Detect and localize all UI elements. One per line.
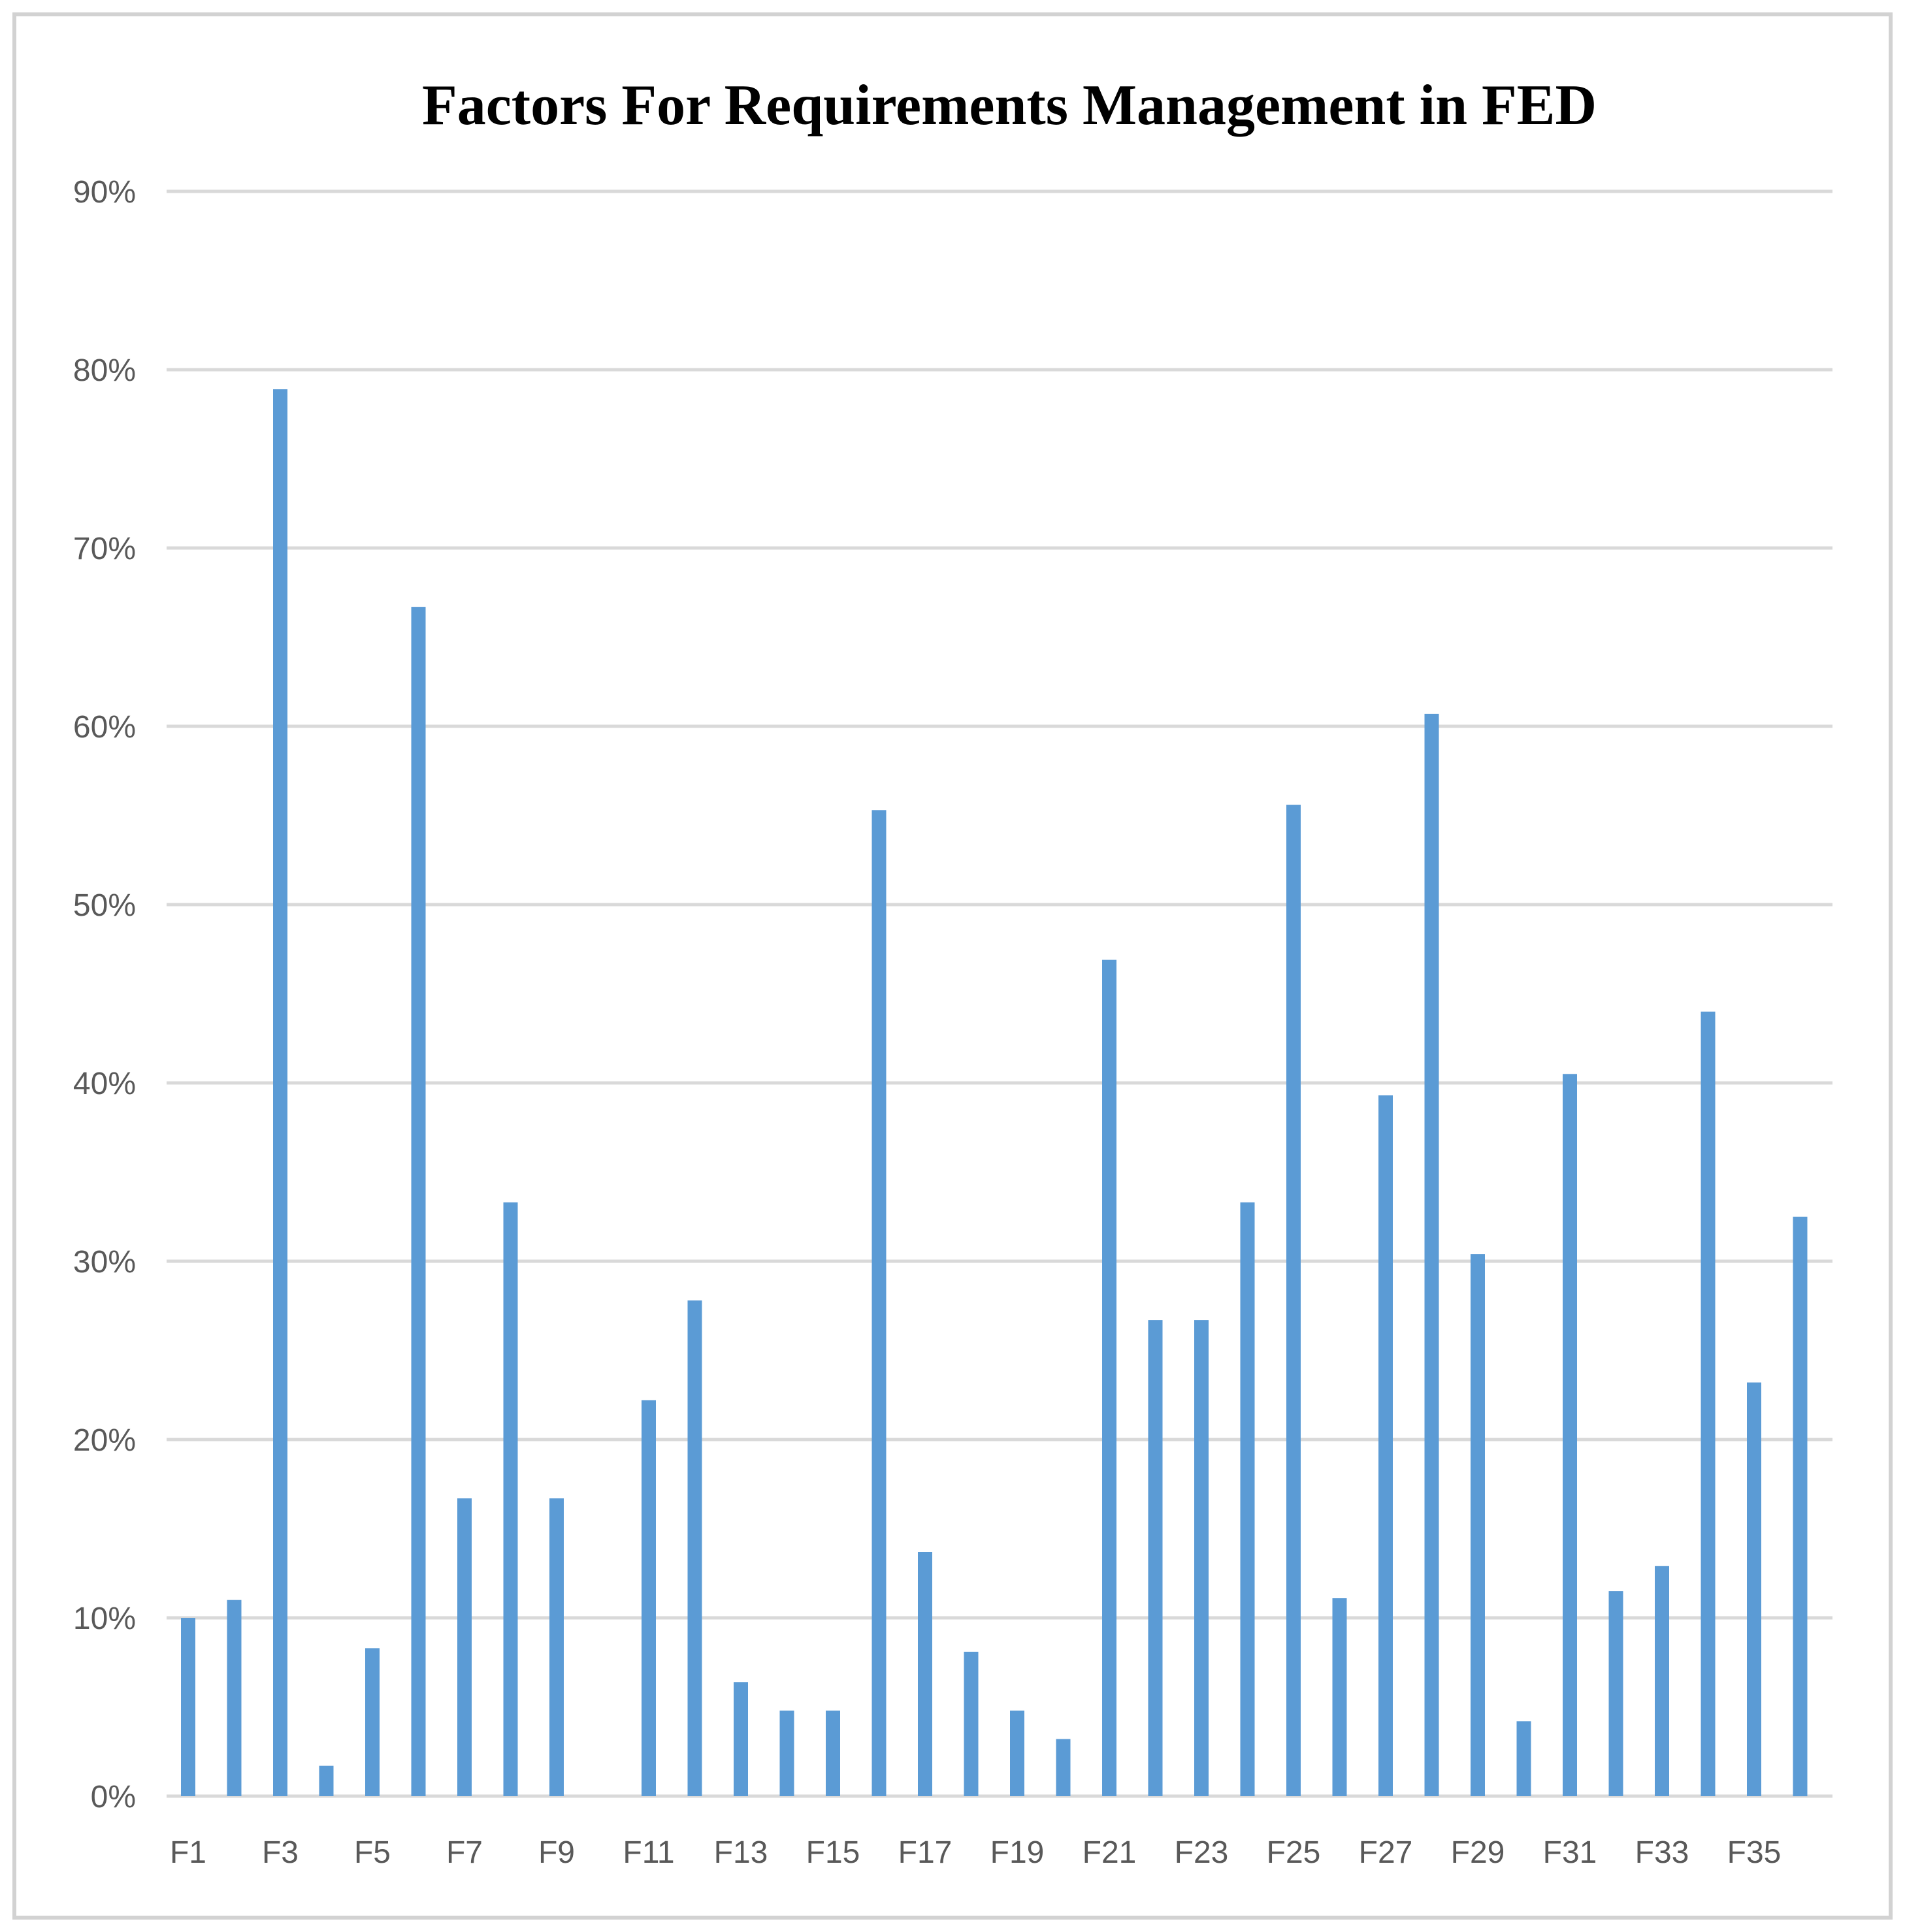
bar-F13 xyxy=(734,1682,748,1796)
bar-F2 xyxy=(227,1600,242,1796)
bar-F20 xyxy=(1056,1739,1071,1796)
x-tick-label-F5: F5 xyxy=(354,1835,391,1870)
x-tick-label-F27: F27 xyxy=(1359,1835,1413,1870)
bar-F28 xyxy=(1424,713,1439,1796)
bar-F11 xyxy=(642,1400,656,1796)
y-tick-label-30: 30% xyxy=(73,1245,136,1280)
x-tick-label-F7: F7 xyxy=(446,1835,483,1870)
bar-F19 xyxy=(1010,1711,1024,1796)
bar-F5 xyxy=(365,1648,380,1796)
bar-F36 xyxy=(1793,1216,1808,1797)
x-tick-label-F33: F33 xyxy=(1635,1835,1689,1870)
bar-F17 xyxy=(918,1552,932,1796)
y-axis-tick-labels: 90% 80% 70% 60% 50% 40% 30% 20% 10% 0% xyxy=(73,175,136,1814)
bar-F33 xyxy=(1655,1566,1669,1796)
bar-F9 xyxy=(549,1498,564,1796)
bar-F8 xyxy=(503,1202,518,1796)
x-tick-label-F21: F21 xyxy=(1083,1835,1137,1870)
x-tick-label-F35: F35 xyxy=(1727,1835,1782,1870)
chart-title: Factors For Requirements Management in F… xyxy=(422,74,1597,137)
bar-F34 xyxy=(1701,1011,1716,1796)
y-tick-label-10: 10% xyxy=(73,1602,136,1636)
gridlines-group xyxy=(167,189,1832,1798)
bar-F21 xyxy=(1102,959,1116,1796)
bar-F18 xyxy=(964,1651,979,1796)
y-tick-label-40: 40% xyxy=(73,1067,136,1101)
bar-F1 xyxy=(181,1618,195,1796)
y-tick-label-50: 50% xyxy=(73,888,136,923)
bar-F24 xyxy=(1240,1202,1255,1796)
x-tick-label-F23: F23 xyxy=(1175,1835,1229,1870)
bar-F4 xyxy=(319,1765,334,1796)
bar-F3 xyxy=(273,389,287,1796)
bar-F12 xyxy=(687,1300,702,1796)
x-tick-label-F9: F9 xyxy=(538,1835,575,1870)
x-tick-label-F31: F31 xyxy=(1543,1835,1597,1870)
bar-F25 xyxy=(1286,805,1301,1796)
x-tick-label-F17: F17 xyxy=(898,1835,953,1870)
bar-F32 xyxy=(1608,1591,1623,1796)
bar-F29 xyxy=(1471,1254,1485,1796)
x-tick-label-F1: F1 xyxy=(170,1835,206,1870)
y-tick-label-20: 20% xyxy=(73,1423,136,1458)
bar-F31 xyxy=(1563,1074,1577,1796)
bar-F35 xyxy=(1747,1382,1761,1796)
x-tick-label-F19: F19 xyxy=(990,1835,1045,1870)
bar-F7 xyxy=(457,1498,472,1796)
bar-F6 xyxy=(411,607,426,1796)
y-tick-label-90: 90% xyxy=(73,175,136,210)
y-tick-label-80: 80% xyxy=(73,353,136,388)
y-tick-label-0: 0% xyxy=(91,1780,136,1814)
bar-F14 xyxy=(779,1711,794,1796)
bar-F23 xyxy=(1194,1320,1209,1796)
y-tick-label-70: 70% xyxy=(73,532,136,566)
x-tick-label-F13: F13 xyxy=(714,1835,768,1870)
bar-F16 xyxy=(871,810,887,1796)
y-tick-label-60: 60% xyxy=(73,710,136,745)
bar-F26 xyxy=(1332,1598,1347,1796)
bar-F30 xyxy=(1516,1721,1531,1796)
x-tick-label-F3: F3 xyxy=(262,1835,299,1870)
bar-F22 xyxy=(1148,1320,1163,1796)
x-tick-label-F15: F15 xyxy=(806,1835,860,1870)
x-tick-label-F11: F11 xyxy=(623,1835,674,1870)
bar-F15 xyxy=(826,1711,840,1796)
x-tick-label-F25: F25 xyxy=(1267,1835,1321,1870)
x-axis-tick-labels: F1 F3 F5 F7 F9 F11 F13 F15 F17 F19 F21 F23 F25 F27 F29… xyxy=(170,1835,1781,1870)
bar-series xyxy=(181,389,1808,1797)
bar-F27 xyxy=(1378,1095,1393,1796)
x-tick-label-F29: F29 xyxy=(1451,1835,1505,1870)
chart-outer-border xyxy=(12,12,1893,1920)
